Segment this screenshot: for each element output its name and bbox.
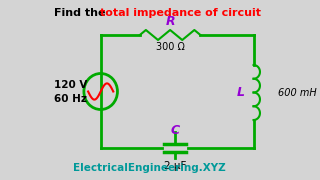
Text: Find the: Find the [54, 8, 109, 18]
Text: C: C [171, 123, 180, 136]
Text: 600 mH: 600 mH [278, 87, 316, 98]
Text: total impedance of circuit: total impedance of circuit [100, 8, 261, 18]
Text: ElectricalEngineering.XYZ: ElectricalEngineering.XYZ [73, 163, 226, 173]
Text: L: L [236, 86, 244, 99]
Text: R: R [165, 15, 175, 28]
Text: 2 μF: 2 μF [164, 161, 187, 171]
Text: 120 V: 120 V [54, 80, 88, 89]
Text: 300 Ω: 300 Ω [156, 42, 185, 52]
Text: 60 Hz: 60 Hz [54, 93, 87, 103]
